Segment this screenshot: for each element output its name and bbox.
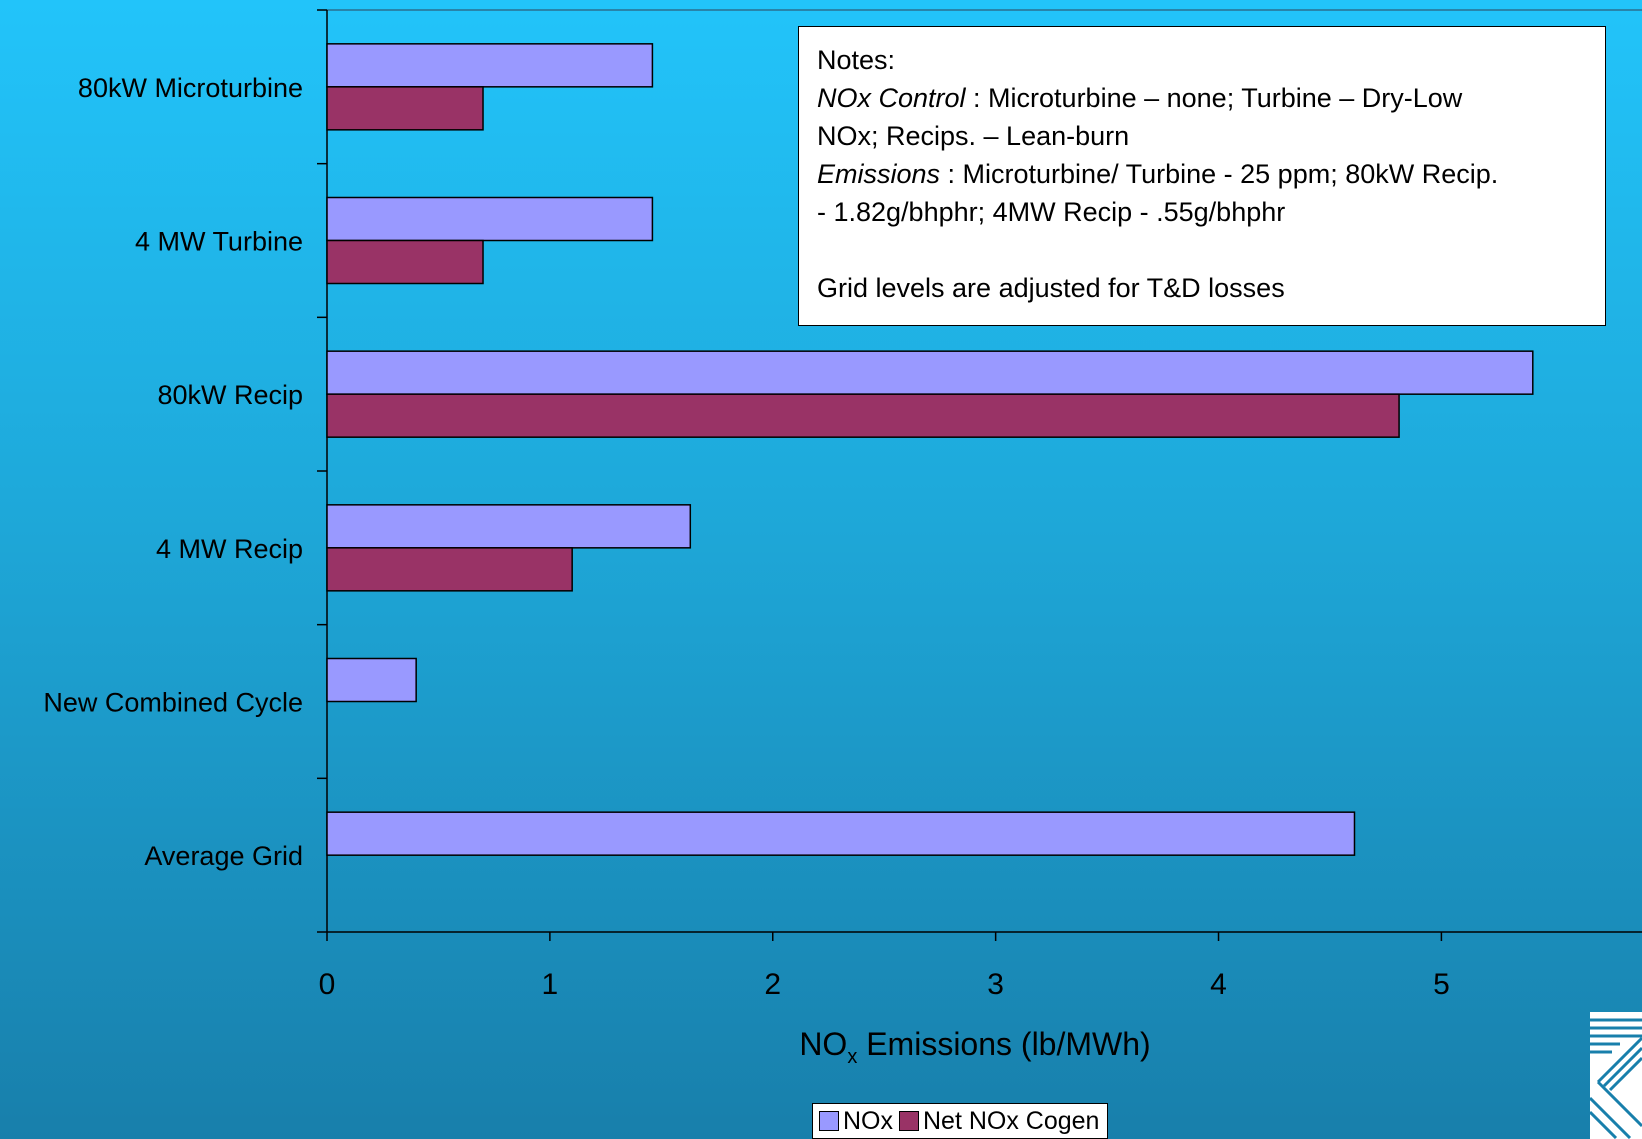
striped-logo-icon — [1590, 1012, 1642, 1139]
plot-area: 0 1 2 3 4 5 80kW Microturbine 4 MW Turbine 80kW … — [43, 9, 1642, 1001]
grid-note: Grid levels are adjusted for T&D losses — [817, 273, 1285, 303]
nox-control-text: : Microturbine – none; Turbine – Dry-Low — [965, 83, 1463, 113]
bar-net-nox-cogen — [326, 393, 1400, 438]
nox-control-text-cont: NOx; Recips. – Lean-burn — [817, 121, 1130, 151]
notes-title: Notes: — [817, 45, 896, 75]
x-axis-title-rest: Emissions (lb/MWh) — [857, 1026, 1150, 1062]
category-label: 4 MW Recip — [156, 534, 303, 564]
bar-nox — [326, 43, 654, 88]
x-tick-label: 0 — [319, 968, 336, 1001]
notes-box: Notes: NOx Control : Microturbine – none… — [798, 26, 1606, 326]
bar-net-nox-cogen — [326, 547, 573, 592]
legend-item-nox: NOx — [819, 1107, 893, 1136]
bar-nox — [326, 350, 1534, 395]
legend: NOx Net NOx Cogen — [812, 1103, 1109, 1139]
bar-nox — [326, 657, 417, 703]
legend-label-nox: NOx — [843, 1106, 893, 1135]
bar-net-nox-cogen — [326, 86, 484, 131]
emissions-text: : Microturbine/ Turbine - 25 ppm; 80kW R… — [940, 159, 1499, 189]
emissions-text-cont: - 1.82g/bhphr; 4MW Recip - .55g/bhphr — [817, 197, 1286, 227]
x-tick-label: 4 — [1210, 968, 1227, 1001]
bar-net-nox-cogen — [326, 239, 484, 285]
legend-label-net-nox-cogen: Net NOx Cogen — [923, 1106, 1100, 1135]
legend-swatch-net-nox-cogen — [899, 1111, 919, 1131]
x-tick-label: 5 — [1433, 968, 1450, 1001]
x-axis-title: NOx Emissions (lb/MWh) — [799, 1026, 1150, 1068]
bar-nox — [326, 504, 692, 549]
x-tick-label: 3 — [987, 968, 1004, 1001]
category-label: New Combined Cycle — [43, 688, 303, 718]
category-label: Average Grid — [144, 841, 303, 871]
x-axis-title-subscript: x — [847, 1046, 857, 1068]
category-label: 80kW Recip — [157, 380, 303, 410]
nox-control-label: NOx Control — [817, 83, 966, 113]
legend-item-net-nox-cogen: Net NOx Cogen — [899, 1107, 1099, 1136]
category-label: 4 MW Turbine — [135, 227, 303, 257]
bar-nox — [326, 811, 1356, 856]
legend-swatch-nox — [819, 1111, 839, 1131]
bar-nox — [326, 196, 654, 242]
x-tick-label: 1 — [542, 968, 559, 1001]
emissions-label: Emissions — [817, 159, 941, 189]
x-tick-label: 2 — [764, 968, 781, 1001]
category-label: 80kW Microturbine — [78, 73, 303, 103]
